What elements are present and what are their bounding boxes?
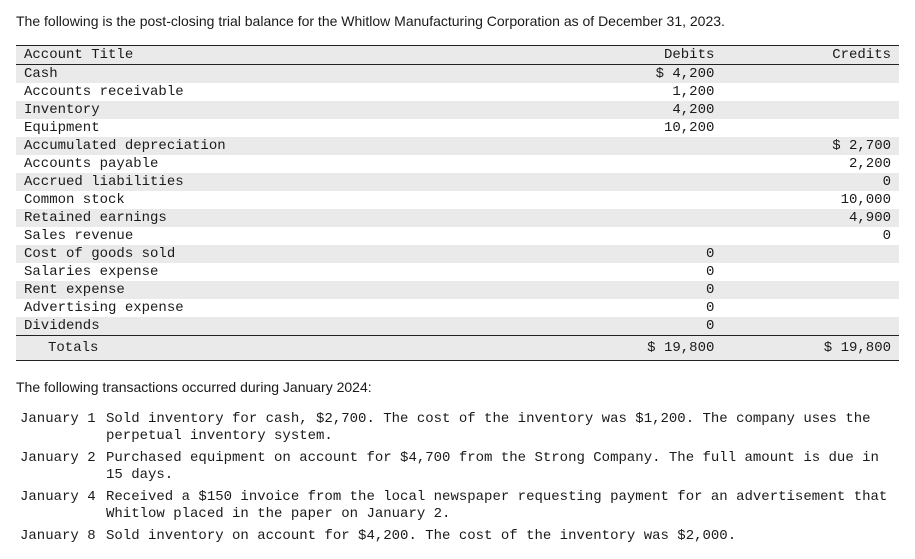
- table-row: Accounts payable 2,200: [16, 155, 899, 173]
- account-title: Rent expense: [16, 281, 546, 299]
- debit-cell: 0: [546, 263, 723, 281]
- account-title: Retained earnings: [16, 209, 546, 227]
- credit-cell: [722, 299, 899, 317]
- table-row: Inventory4,200: [16, 101, 899, 119]
- totals-label: Totals: [16, 335, 546, 360]
- table-row: Rent expense0: [16, 281, 899, 299]
- debit-cell: $ 4,200: [546, 64, 723, 83]
- table-row: Advertising expense0: [16, 299, 899, 317]
- transaction-desc: Sold inventory on account for $4,200. Th…: [102, 526, 899, 548]
- table-row: Common stock 10,000: [16, 191, 899, 209]
- debit-cell: 0: [546, 299, 723, 317]
- account-title: Common stock: [16, 191, 546, 209]
- account-title: Accumulated depreciation: [16, 137, 546, 155]
- credit-cell: [722, 119, 899, 137]
- totals-credit: $ 19,800: [722, 335, 899, 360]
- transaction-desc: Received a $150 invoice from the local n…: [102, 487, 899, 526]
- debit-cell: [546, 137, 723, 155]
- transaction-desc: Sold inventory for cash, $2,700. The cos…: [102, 409, 899, 448]
- debit-cell: 10,200: [546, 119, 723, 137]
- table-row: Cash$ 4,200: [16, 64, 899, 83]
- account-title: Inventory: [16, 101, 546, 119]
- intro-paragraph: The following is the post-closing trial …: [16, 12, 899, 31]
- debit-cell: [546, 227, 723, 245]
- credit-cell: 2,200: [722, 155, 899, 173]
- table-row: Sales revenue 0: [16, 227, 899, 245]
- totals-debit: $ 19,800: [546, 335, 723, 360]
- table-row: Dividends0: [16, 317, 899, 336]
- transaction-date: January 8: [16, 526, 102, 548]
- debit-cell: 0: [546, 281, 723, 299]
- account-title: Equipment: [16, 119, 546, 137]
- credit-cell: [722, 263, 899, 281]
- col-header-credits: Credits: [722, 45, 899, 64]
- credit-cell: 4,900: [722, 209, 899, 227]
- account-title: Advertising expense: [16, 299, 546, 317]
- transaction-row: January 2Purchased equipment on account …: [16, 448, 899, 487]
- account-title: Accounts payable: [16, 155, 546, 173]
- debit-cell: [546, 173, 723, 191]
- table-row: Retained earnings 4,900: [16, 209, 899, 227]
- debit-cell: 0: [546, 317, 723, 336]
- trial-balance-table: Account Title Debits Credits Cash$ 4,200…: [16, 45, 899, 361]
- account-title: Accrued liabilities: [16, 173, 546, 191]
- table-row: Equipment10,200: [16, 119, 899, 137]
- credit-cell: [722, 245, 899, 263]
- transaction-row: January 1Sold inventory for cash, $2,700…: [16, 409, 899, 448]
- totals-row: Totals $ 19,800 $ 19,800: [16, 335, 899, 360]
- transaction-date: January 4: [16, 487, 102, 526]
- transaction-desc: Purchased equipment on account for $4,70…: [102, 448, 899, 487]
- credit-cell: 0: [722, 227, 899, 245]
- account-title: Cash: [16, 64, 546, 83]
- credit-cell: 0: [722, 173, 899, 191]
- debit-cell: 1,200: [546, 83, 723, 101]
- table-row: Accounts receivable1,200: [16, 83, 899, 101]
- account-title: Dividends: [16, 317, 546, 336]
- credit-cell: [722, 317, 899, 336]
- table-row: Accrued liabilities 0: [16, 173, 899, 191]
- debit-cell: [546, 209, 723, 227]
- credit-cell: [722, 101, 899, 119]
- debit-cell: [546, 191, 723, 209]
- account-title: Sales revenue: [16, 227, 546, 245]
- section2-paragraph: The following transactions occurred duri…: [16, 379, 899, 395]
- credit-cell: [722, 281, 899, 299]
- credit-cell: 10,000: [722, 191, 899, 209]
- account-title: Accounts receivable: [16, 83, 546, 101]
- table-row: Salaries expense0: [16, 263, 899, 281]
- transactions-list: January 1Sold inventory for cash, $2,700…: [16, 409, 899, 548]
- transaction-date: January 1: [16, 409, 102, 448]
- account-title: Cost of goods sold: [16, 245, 546, 263]
- credit-cell: [722, 64, 899, 83]
- credit-cell: [722, 83, 899, 101]
- debit-cell: 4,200: [546, 101, 723, 119]
- col-header-title: Account Title: [16, 45, 546, 64]
- account-title: Salaries expense: [16, 263, 546, 281]
- transaction-date: January 2: [16, 448, 102, 487]
- transaction-row: January 4Received a $150 invoice from th…: [16, 487, 899, 526]
- table-row: Cost of goods sold0: [16, 245, 899, 263]
- table-row: Accumulated depreciation $ 2,700: [16, 137, 899, 155]
- credit-cell: $ 2,700: [722, 137, 899, 155]
- col-header-debits: Debits: [546, 45, 723, 64]
- debit-cell: [546, 155, 723, 173]
- transaction-row: January 8Sold inventory on account for $…: [16, 526, 899, 548]
- debit-cell: 0: [546, 245, 723, 263]
